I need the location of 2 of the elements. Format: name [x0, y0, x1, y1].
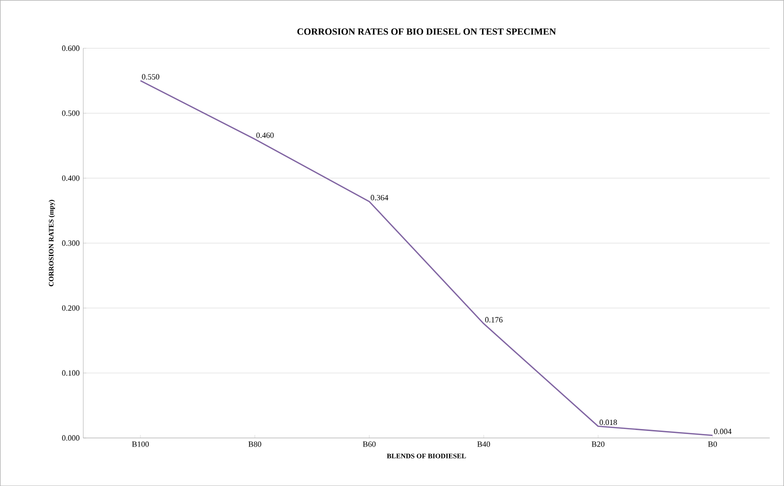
chart-title: CORROSION RATES OF BIO DIESEL ON TEST SPECIMEN: [297, 28, 556, 35]
line-series: [140, 80, 714, 436]
